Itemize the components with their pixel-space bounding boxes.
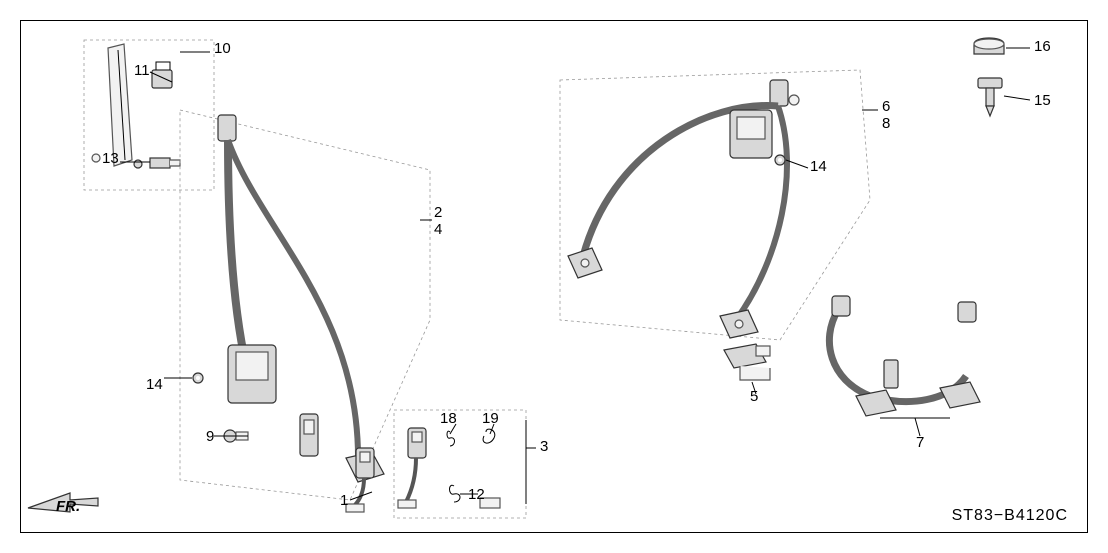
part-16: [974, 38, 1004, 54]
part-15: [978, 78, 1002, 116]
callout-11: 11: [134, 62, 150, 79]
callout-7: 7: [916, 434, 924, 451]
callout-14a: 14: [146, 376, 163, 393]
callout-5: 5: [750, 388, 758, 405]
part-13: [134, 158, 180, 168]
assembly-3: [394, 410, 526, 518]
part-5: [724, 344, 770, 380]
callout-9: 9: [206, 428, 214, 445]
callout-16: 16: [1034, 38, 1051, 55]
callout-6-8: 6 8: [882, 98, 890, 133]
fr-label: FR.: [56, 498, 80, 515]
assembly-6-8: [560, 70, 870, 340]
callout-1: 1: [340, 492, 348, 509]
part-code: ST83−B4120C: [952, 507, 1068, 525]
callout-14b: 14: [810, 158, 827, 175]
diagram-canvas: FR. ST83−B4120C 1 2 4 3 5 6 8 7 9 10 11 …: [0, 0, 1108, 553]
part-11: [152, 62, 172, 88]
callout-10: 10: [214, 40, 231, 57]
callout-13: 13: [102, 150, 119, 167]
assembly-2-4: [180, 110, 430, 500]
callout-2-4: 2 4: [434, 204, 442, 239]
callout-19: 19: [482, 410, 499, 427]
callout-3: 3: [540, 438, 548, 455]
callout-12: 12: [468, 486, 485, 503]
callout-15: 15: [1034, 92, 1051, 109]
callout-18: 18: [440, 410, 457, 427]
part-14-left: [193, 373, 203, 383]
part-7: [829, 296, 980, 416]
diagram-svg: [0, 0, 1108, 553]
